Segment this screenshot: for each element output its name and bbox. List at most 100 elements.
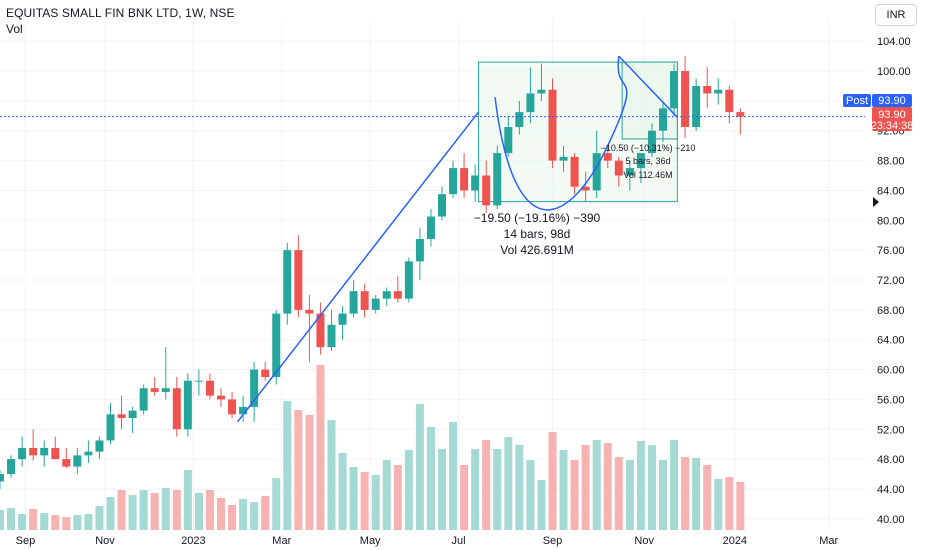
last-price: 93.90	[878, 109, 906, 121]
volume-bar	[625, 460, 634, 530]
candle-body	[239, 406, 248, 415]
x-tick-label: Sep	[16, 535, 36, 547]
volume-bar	[382, 460, 391, 530]
volume-bar	[161, 488, 170, 530]
volume-bar	[327, 420, 336, 530]
y-tick-label: 76.00	[877, 245, 905, 257]
volume-bar	[73, 515, 82, 530]
y-tick-label: 48.00	[877, 454, 905, 466]
x-tick-label: Jul	[452, 535, 466, 547]
candle-body	[117, 414, 126, 419]
trendline[interactable]	[618, 55, 678, 118]
volume-bar	[471, 449, 480, 530]
volume-bar	[603, 443, 612, 530]
price-axis[interactable]: 104.00100.0096.0092.0088.0084.0080.0076.…	[877, 36, 911, 526]
candle-body	[382, 291, 391, 299]
volume-bar	[117, 490, 126, 530]
candle-body	[183, 380, 192, 430]
candle-body	[471, 175, 480, 191]
candle-body	[681, 71, 690, 128]
volume-bar	[692, 458, 701, 530]
volume-bar	[482, 440, 491, 530]
candle-body	[84, 451, 93, 456]
cup-curve[interactable]	[494, 56, 628, 211]
candle-body	[51, 447, 60, 460]
x-tick-label: Mar	[819, 535, 838, 547]
volume-bar	[7, 508, 16, 530]
volume-label[interactable]: Vol	[6, 22, 23, 36]
volume-bar	[515, 445, 524, 530]
bar-countdown: 23:34:38	[871, 120, 914, 132]
trendline-drawings[interactable]	[236, 55, 678, 423]
candle-body	[349, 291, 358, 314]
range-annotation-big: −19.50 (−19.16%) −390 14 bars, 98d Vol 4…	[474, 211, 601, 257]
candle-body	[570, 156, 579, 187]
symbol-title[interactable]: EQUITAS SMALL FIN BNK LTD, 1W, NSE	[6, 6, 235, 20]
volume-bar	[272, 478, 281, 530]
candle-body	[29, 447, 38, 456]
candle-body	[0, 474, 4, 482]
range-bars-text: 14 bars, 98d	[504, 227, 571, 241]
volume-bar	[84, 514, 93, 530]
volume-bar	[194, 493, 203, 530]
volume-bar	[681, 457, 690, 530]
volume-bar	[106, 497, 115, 530]
y-tick-label: 84.00	[877, 185, 905, 197]
volume-bar	[128, 495, 137, 530]
candle-body	[305, 309, 314, 314]
candle-body	[150, 388, 159, 392]
volume-bar	[670, 440, 679, 530]
time-axis[interactable]: Sep Nov 2023 Mar May Jul Sep Nov 2024 Mar	[16, 535, 839, 547]
candle-body	[482, 175, 491, 206]
volume-bar	[449, 422, 458, 530]
candle-body	[526, 93, 535, 113]
trendline[interactable]	[236, 111, 480, 423]
x-tick-label: Sep	[543, 535, 563, 547]
candle-body	[703, 85, 712, 94]
volume-bar	[526, 460, 535, 530]
range-volume-text: Vol 426.691M	[500, 243, 573, 257]
volume-bar	[647, 445, 656, 530]
candle-body	[161, 388, 170, 392]
candle-body	[128, 410, 137, 419]
y-tick-label: 80.00	[877, 215, 905, 227]
candle-body	[438, 194, 446, 217]
volume-bar	[504, 437, 513, 530]
volume-bar	[172, 490, 181, 530]
x-tick-label: Nov	[634, 535, 654, 547]
candle-body	[73, 455, 82, 467]
post-price-tag: Post 93.90	[843, 94, 912, 107]
y-tick-label: 68.00	[877, 305, 905, 317]
candle-body	[250, 369, 259, 407]
chart-legend: EQUITAS SMALL FIN BNK LTD, 1W, NSE Vol	[6, 5, 235, 37]
volume-bars	[0, 365, 745, 530]
last-price-tag: 93.90 23:34:38	[871, 107, 914, 132]
candle-body	[294, 250, 303, 310]
y-tick-label: 64.00	[877, 335, 905, 347]
small-range-change-text: −10.50 (−10.31%) −210	[601, 143, 696, 153]
candle-body	[283, 250, 292, 314]
currency-button[interactable]: INR	[875, 4, 917, 26]
volume-bar	[636, 441, 645, 530]
volume-bar	[139, 490, 148, 530]
x-tick-label: 2024	[723, 535, 747, 547]
candle-body	[106, 414, 115, 441]
y-tick-label: 72.00	[877, 275, 905, 287]
post-label-box	[843, 94, 871, 107]
post-price: 93.90	[878, 95, 906, 107]
volume-bar	[95, 506, 104, 530]
volume-bar	[736, 482, 745, 530]
range-annotation-small: −10.50 (−10.31%) −210 5 bars, 36d Vol 11…	[601, 143, 696, 180]
candle-body	[7, 459, 16, 475]
candle-body	[228, 399, 237, 415]
volume-bar	[438, 449, 446, 530]
candle-body	[316, 313, 325, 348]
scroll-to-realtime-arrow[interactable]	[873, 197, 879, 207]
volume-bar	[725, 477, 734, 530]
y-tick-label: 44.00	[877, 484, 905, 496]
volume-bar	[592, 440, 601, 530]
volume-bar	[239, 499, 248, 530]
volume-bar	[205, 490, 214, 530]
volume-bar	[51, 515, 60, 530]
